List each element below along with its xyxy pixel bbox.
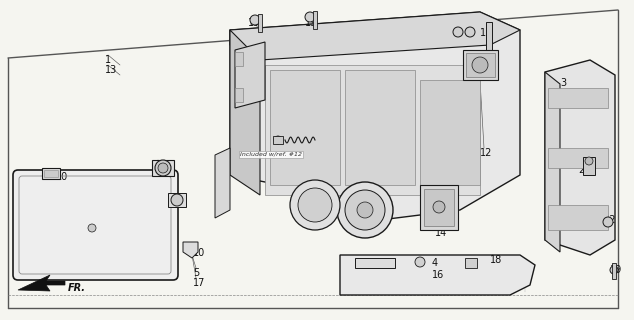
Circle shape <box>298 188 332 222</box>
Bar <box>168 193 186 207</box>
Bar <box>355 258 395 268</box>
Text: 19: 19 <box>248 18 260 28</box>
Circle shape <box>305 12 315 22</box>
Text: 19: 19 <box>610 265 622 275</box>
Bar <box>313 11 317 29</box>
Polygon shape <box>545 72 560 252</box>
Text: 12: 12 <box>480 148 493 158</box>
Text: 7: 7 <box>430 190 436 200</box>
Bar <box>548 205 608 230</box>
Text: 18: 18 <box>490 255 502 265</box>
Text: 15: 15 <box>560 90 573 100</box>
Bar <box>463 50 498 80</box>
Text: 6: 6 <box>360 218 366 228</box>
Circle shape <box>250 15 260 25</box>
Circle shape <box>357 202 373 218</box>
Bar <box>612 263 616 279</box>
Bar <box>548 148 608 168</box>
Text: 13: 13 <box>105 65 117 75</box>
Text: 5: 5 <box>193 268 199 278</box>
Text: Included w/ref. #12: Included w/ref. #12 <box>240 152 302 157</box>
Circle shape <box>345 190 385 230</box>
Circle shape <box>88 224 96 232</box>
Text: 21: 21 <box>348 198 360 208</box>
Polygon shape <box>183 242 198 258</box>
Bar <box>466 53 495 77</box>
Polygon shape <box>340 255 535 295</box>
Circle shape <box>603 217 613 227</box>
Text: 9: 9 <box>172 195 178 205</box>
Text: FR.: FR. <box>68 283 86 293</box>
Text: 17: 17 <box>193 278 205 288</box>
Bar <box>424 189 454 226</box>
Bar <box>42 168 60 179</box>
Text: 4: 4 <box>432 258 438 268</box>
Polygon shape <box>230 12 520 60</box>
Circle shape <box>290 180 340 230</box>
Polygon shape <box>230 30 260 195</box>
Text: 19: 19 <box>305 18 317 28</box>
Text: 10: 10 <box>56 172 68 182</box>
Text: 3: 3 <box>560 78 566 88</box>
Text: 2: 2 <box>435 215 441 225</box>
Circle shape <box>337 182 393 238</box>
Circle shape <box>453 27 463 37</box>
Bar <box>152 160 174 176</box>
Circle shape <box>415 257 425 267</box>
Bar <box>548 88 608 108</box>
Text: 14: 14 <box>435 228 447 238</box>
Bar <box>486 22 492 50</box>
Text: 20: 20 <box>578 165 590 175</box>
Circle shape <box>472 57 488 73</box>
Bar <box>258 14 262 32</box>
Circle shape <box>171 194 183 206</box>
Polygon shape <box>235 42 265 108</box>
Bar <box>273 136 283 144</box>
Polygon shape <box>230 12 520 220</box>
Bar <box>44 170 58 177</box>
Bar <box>265 65 480 195</box>
Polygon shape <box>270 70 340 185</box>
Polygon shape <box>215 148 230 218</box>
Bar <box>235 88 243 102</box>
Polygon shape <box>545 60 615 255</box>
Polygon shape <box>345 70 415 185</box>
Circle shape <box>610 266 618 274</box>
Circle shape <box>433 201 445 213</box>
Polygon shape <box>420 80 480 185</box>
Text: 22: 22 <box>603 215 616 225</box>
Bar <box>465 258 477 268</box>
Bar <box>420 185 458 230</box>
Circle shape <box>155 160 171 176</box>
Circle shape <box>158 163 168 173</box>
Text: 8: 8 <box>155 160 161 170</box>
Circle shape <box>274 136 282 144</box>
Text: 11: 11 <box>480 28 492 38</box>
Circle shape <box>465 27 475 37</box>
Circle shape <box>585 157 593 165</box>
Text: 1: 1 <box>105 55 111 65</box>
Polygon shape <box>18 275 65 291</box>
Bar <box>235 52 243 66</box>
Bar <box>583 157 595 175</box>
Text: 10: 10 <box>193 248 205 258</box>
Text: 16: 16 <box>432 270 444 280</box>
FancyBboxPatch shape <box>13 170 178 280</box>
